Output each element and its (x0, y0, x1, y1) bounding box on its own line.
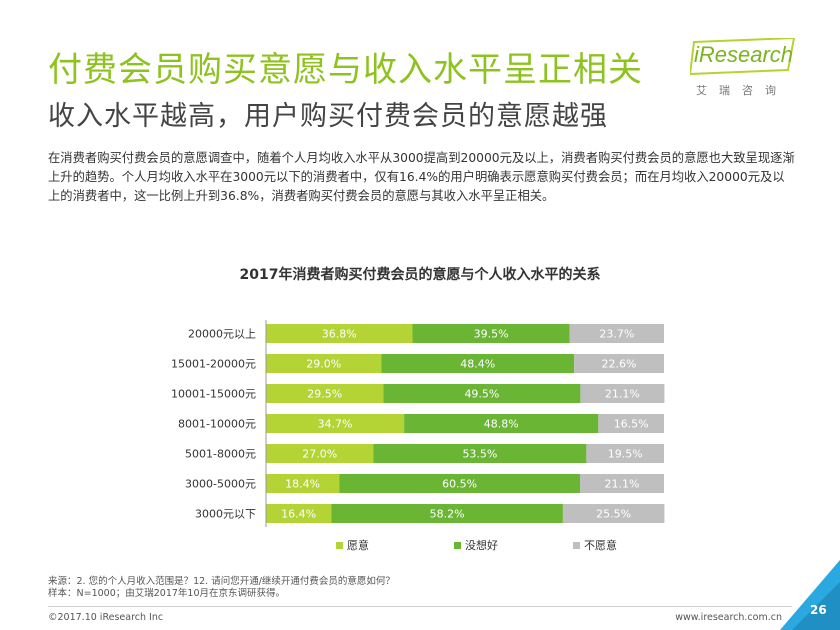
logo-shape (690, 38, 796, 76)
source-line-2: 样本：N=1000；由艾瑞2017年10月在京东调研获得。 (48, 588, 286, 599)
data-label: 49.5% (464, 388, 499, 401)
legend-label: 愿意 (347, 538, 369, 552)
category-label: 5001-8000元 (185, 448, 256, 461)
source-note: 来源：2. 您的个人月收入范围是？12. 请问您开通/继续开通付费会员的意愿如何… (48, 576, 395, 600)
data-label: 18.4% (285, 478, 320, 491)
bar-segment (412, 324, 570, 343)
data-label: 16.4% (281, 508, 316, 521)
chart-title: 2017年消费者购买付费会员的意愿与个人收入水平的关系 (239, 267, 601, 283)
corner-decoration (780, 560, 840, 630)
data-label: 22.6% (602, 358, 637, 371)
bar-segment (266, 354, 382, 373)
data-label: 58.2% (430, 508, 465, 521)
data-label: 29.0% (306, 358, 341, 371)
iresearch-logo: iResearch 艾瑞咨询 (690, 38, 802, 100)
data-label: 29.5% (307, 388, 342, 401)
data-label: 23.7% (599, 328, 634, 341)
bar-segment (266, 324, 413, 343)
data-label: 21.1% (605, 478, 640, 491)
category-label: 20000元以上 (188, 328, 256, 341)
bar-segment (266, 444, 374, 463)
bar-segment (586, 444, 664, 463)
bar-segment (373, 444, 587, 463)
bar-segment (580, 384, 665, 403)
bar-segment (266, 474, 340, 493)
bar-segment (266, 504, 332, 523)
data-label: 36.8% (322, 328, 357, 341)
data-label: 27.0% (302, 448, 337, 461)
data-label: 48.8% (484, 418, 519, 431)
source-line-1: 来源：2. 您的个人月收入范围是？12. 请问您开通/继续开通付费会员的意愿如何… (48, 576, 395, 587)
logo-cn-text: 艾瑞咨询 (696, 84, 788, 97)
website-url: www.iresearch.com.cn (675, 612, 782, 623)
data-label: 39.5% (474, 328, 509, 341)
category-label: 3000元以下 (195, 508, 256, 521)
legend-swatch (573, 542, 580, 549)
page-number: 26 (810, 603, 827, 617)
bar-segment (381, 354, 575, 373)
bar-segment (331, 504, 563, 523)
footer-divider (48, 606, 792, 607)
data-label: 60.5% (442, 478, 477, 491)
data-label: 21.1% (605, 388, 640, 401)
page-subtitle: 收入水平越高，用户购买付费会员的意愿越强 (48, 101, 608, 132)
legend-swatch (454, 542, 461, 549)
bar-segment (569, 324, 664, 343)
bar-segment (574, 354, 664, 373)
data-label: 19.5% (608, 448, 643, 461)
summary-paragraph: 在消费者购买付费会员的意愿调查中，随着个人月均收入水平从3000提高到20000… (48, 151, 795, 203)
bar-segment (266, 414, 405, 433)
bar-segment (562, 504, 665, 523)
stacked-bar-chart: 20000元以上 36.8% 39.5% 23.7% 15001-20000元 29.0%… (171, 320, 665, 552)
data-label: 25.5% (596, 508, 631, 521)
bar-segment (383, 384, 581, 403)
bar-segment (266, 384, 384, 403)
category-label: 10001-15000元 (171, 388, 256, 401)
data-label: 16.5% (614, 418, 649, 431)
bar-segment (339, 474, 581, 493)
legend-label: 没想好 (465, 538, 498, 552)
data-label: 48.4% (460, 358, 495, 371)
logo-text: iResearch (694, 42, 794, 67)
category-label: 8001-10000元 (178, 418, 256, 431)
bar-segment (404, 414, 599, 433)
page-title: 付费会员购买意愿与收入水平呈正相关 (48, 50, 643, 90)
category-label: 3000-5000元 (185, 478, 256, 491)
bar-segment (598, 414, 664, 433)
legend-label: 不愿意 (584, 538, 617, 552)
copyright: ©2017.10 iResearch Inc (48, 612, 164, 623)
data-label: 53.5% (462, 448, 497, 461)
bar-segment (580, 474, 664, 493)
category-label: 15001-20000元 (171, 358, 256, 371)
data-label: 34.7% (318, 418, 353, 431)
legend-swatch (336, 542, 343, 549)
